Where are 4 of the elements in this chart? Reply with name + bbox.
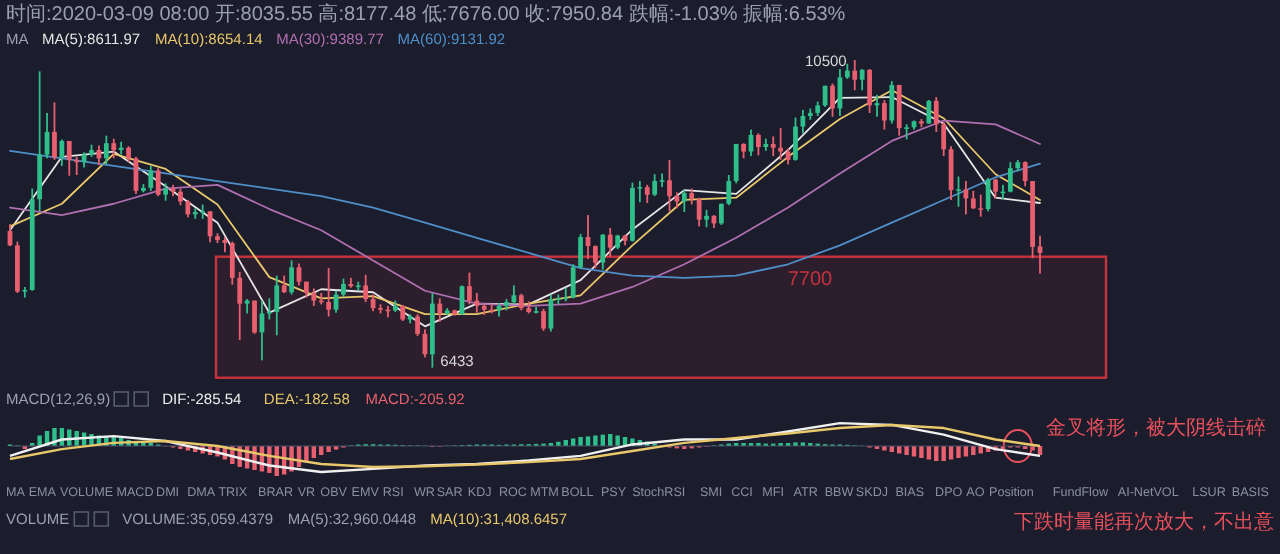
band-label: 7700 — [787, 268, 834, 291]
chart-title: 时间:2020-03-09 08:00 开:8035.55 高:8177.48 低:7676.00 收:7950.84 跌幅:-1.03% 振幅:6.53% — [6, 2, 846, 26]
text: 下跌时量能再次放大，不出意 — [1014, 510, 1274, 534]
text: 金叉将形，被大阴线击碎 — [1045, 416, 1266, 440]
